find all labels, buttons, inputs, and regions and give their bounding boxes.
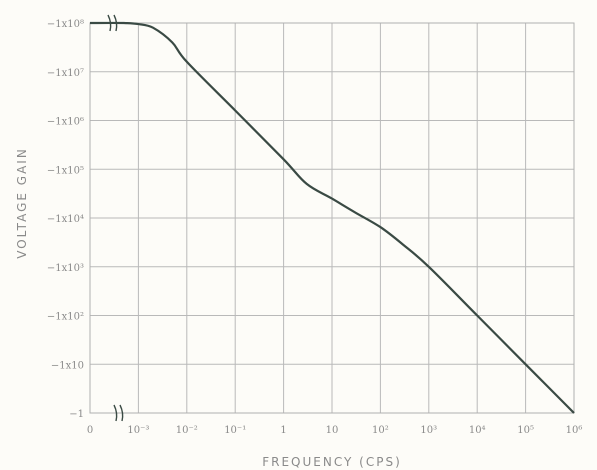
x-tick-label: 10⁵ <box>517 425 534 436</box>
x-axis-label: FREQUENCY (CPS) <box>262 455 402 469</box>
x-tick-label: 10⁻³ <box>127 425 149 436</box>
plot-frame <box>89 22 575 414</box>
x-tick-label: 10⁶ <box>566 425 583 436</box>
x-tick-label: 10⁻² <box>176 425 198 436</box>
y-tick-label: −1x10⁴ <box>47 214 84 225</box>
x-tick-label: 10² <box>372 425 389 436</box>
x-tick-label: 0 <box>87 425 93 436</box>
x-tick-label: 10 <box>326 425 339 436</box>
y-tick-label: −1x10² <box>47 312 84 323</box>
x-tick-label: 1 <box>280 425 286 436</box>
y-axis-label: VOLTAGE GAIN <box>15 147 29 259</box>
y-tick-label: −1x10⁶ <box>47 117 84 128</box>
gain-curve <box>89 21 575 414</box>
grid <box>90 23 574 413</box>
x-tick-label: 10³ <box>420 425 437 436</box>
bottom-axis-break <box>113 404 124 422</box>
y-tick-label: −1x10⁸ <box>47 19 84 30</box>
x-tick-label: 10⁻¹ <box>224 425 246 436</box>
axis-break-marks <box>107 14 124 422</box>
y-tick-label: −1x10 <box>51 360 84 371</box>
y-tick-label: −1x10⁵ <box>47 165 84 176</box>
top-axis-break <box>107 14 118 32</box>
y-tick-label: −1 <box>69 409 84 420</box>
x-tick-label: 10⁴ <box>469 425 486 436</box>
y-tick-label: −1x10⁷ <box>47 68 84 79</box>
x-tick-labels: 0 10⁻³ 10⁻² 10⁻¹ 1 10 10² 10³ 10⁴ 10⁵ 10⁶ <box>87 425 583 436</box>
y-tick-label: −1x10³ <box>47 263 84 274</box>
y-tick-labels: −1x10⁸ −1x10⁷ −1x10⁶ −1x10⁵ −1x10⁴ −1x10³ −1x1… <box>47 19 84 420</box>
